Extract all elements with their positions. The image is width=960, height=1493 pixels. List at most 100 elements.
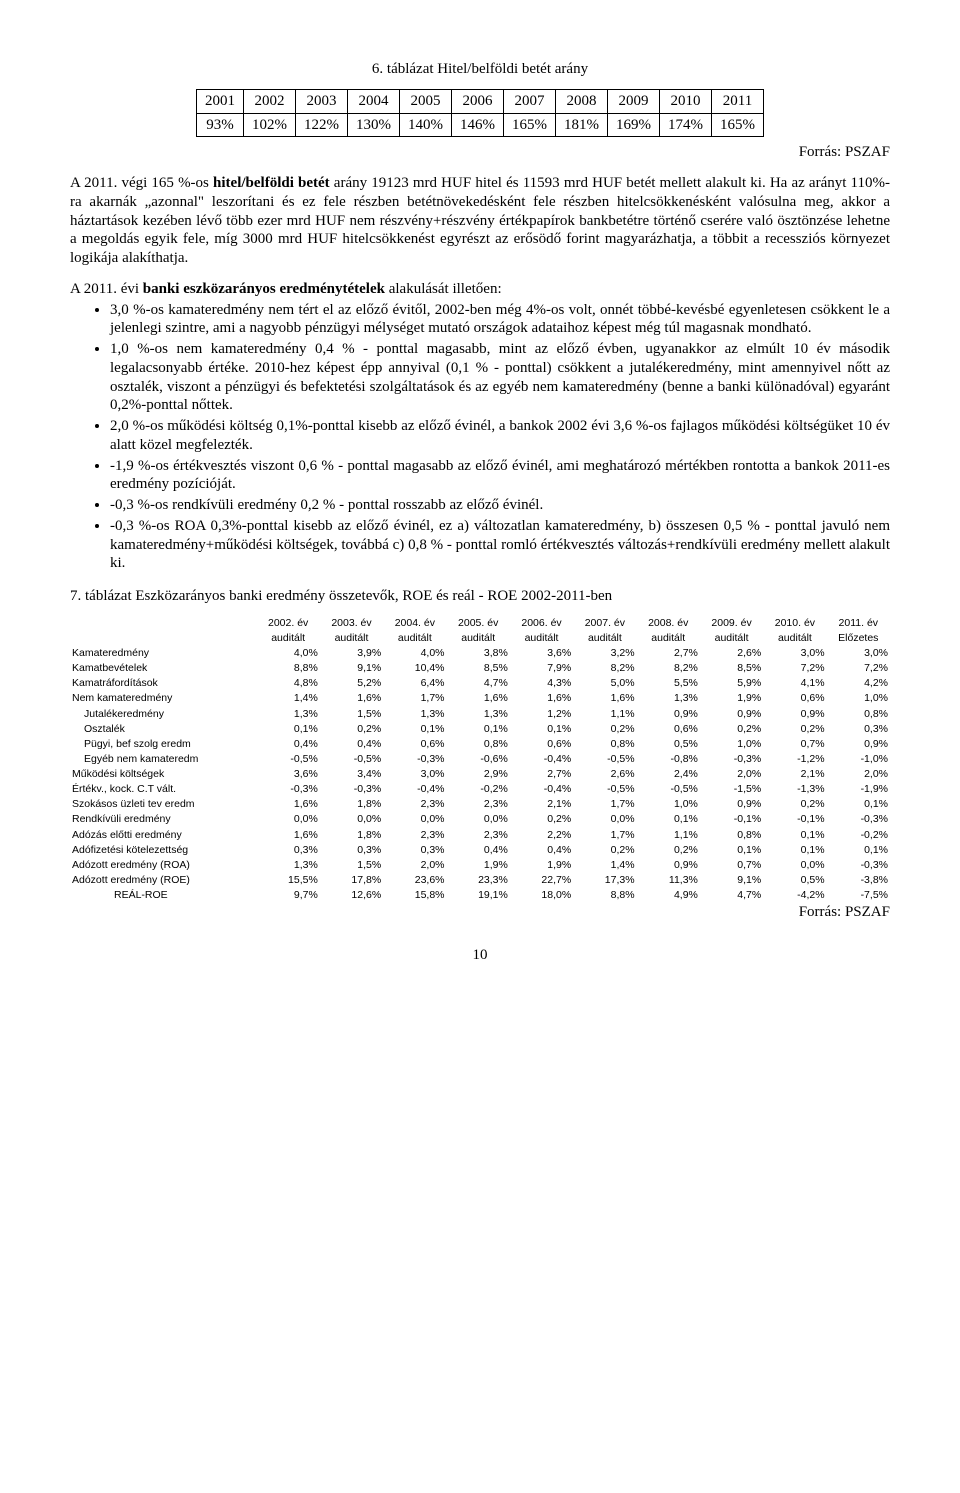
table6-source: Forrás: PSZAF xyxy=(70,143,890,162)
table7-value-cell: 2,3% xyxy=(447,828,510,843)
table6: 2001200220032004200520062007200820092010… xyxy=(196,89,764,138)
table7-value-cell: 0,1% xyxy=(637,812,700,827)
table7-value-cell: -1,2% xyxy=(763,752,826,767)
table7-head-cell: auditált xyxy=(447,631,510,646)
table7-value-cell: 0,3% xyxy=(383,843,446,858)
table7-value-cell: 0,6% xyxy=(763,691,826,706)
table7-value-cell: -0,5% xyxy=(573,752,636,767)
table7-head-cell: auditált xyxy=(383,631,446,646)
table7-value-cell: 0,4% xyxy=(447,843,510,858)
table7-value-cell: 0,4% xyxy=(320,737,383,752)
table7-value-cell: 0,2% xyxy=(320,722,383,737)
table7-row: Adózott eredmény (ROE)15,5%17,8%23,6%23,… xyxy=(70,873,890,888)
table7-value-cell: 1,1% xyxy=(637,828,700,843)
table7-value-cell: 2,7% xyxy=(510,767,573,782)
table7-value-cell: 9,7% xyxy=(256,888,319,903)
table7-value-cell: -0,3% xyxy=(700,752,763,767)
table6-value-cell: 181% xyxy=(556,113,608,137)
table7-value-cell: 0,5% xyxy=(763,873,826,888)
table7-value-cell: -4,2% xyxy=(763,888,826,903)
table7-value-cell: -0,6% xyxy=(447,752,510,767)
table7-value-cell: 4,7% xyxy=(447,676,510,691)
table7-value-cell: -1,0% xyxy=(827,752,890,767)
table7-value-cell: 0,9% xyxy=(637,858,700,873)
table7-value-cell: 15,5% xyxy=(256,873,319,888)
table7-value-cell: 4,8% xyxy=(256,676,319,691)
table7-value-cell: -0,1% xyxy=(763,812,826,827)
table6-value-cell: 130% xyxy=(348,113,400,137)
table7-value-cell: 0,8% xyxy=(447,737,510,752)
table7-head-cell: 2011. év xyxy=(827,616,890,631)
table7-value-cell: 8,8% xyxy=(573,888,636,903)
table7-value-cell: 23,3% xyxy=(447,873,510,888)
table6-year-cell: 2003 xyxy=(296,89,348,113)
table7-row-label: Adózott eredmény (ROE) xyxy=(70,873,256,888)
table7-head-cell xyxy=(70,616,256,631)
table7-value-cell: 1,6% xyxy=(256,797,319,812)
table7-value-cell: 1,9% xyxy=(447,858,510,873)
table7-value-cell: -0,3% xyxy=(320,782,383,797)
table7-value-cell: 1,8% xyxy=(320,828,383,843)
table6-value-cell: 122% xyxy=(296,113,348,137)
table7-value-cell: 0,0% xyxy=(383,812,446,827)
table7-row-label: Adózott eredmény (ROA) xyxy=(70,858,256,873)
table7-value-cell: 1,9% xyxy=(510,858,573,873)
table7-row: Szokásos üzleti tev eredm1,6%1,8%2,3%2,3… xyxy=(70,797,890,812)
table7-value-cell: 0,3% xyxy=(827,722,890,737)
table7-row-label: Pügyi, bef szolg eredm xyxy=(70,737,256,752)
table6-value-cell: 165% xyxy=(712,113,764,137)
table7-value-cell: 1,7% xyxy=(573,797,636,812)
table7-value-cell: 1,3% xyxy=(256,707,319,722)
table7-value-cell: 9,1% xyxy=(700,873,763,888)
table7-value-cell: 0,1% xyxy=(763,828,826,843)
table7-value-cell: 1,5% xyxy=(320,858,383,873)
table7-value-cell: 6,4% xyxy=(383,676,446,691)
table7-value-cell: 18,0% xyxy=(510,888,573,903)
table7-value-cell: 12,6% xyxy=(320,888,383,903)
table7-value-cell: -0,4% xyxy=(383,782,446,797)
table6-value-cell: 140% xyxy=(400,113,452,137)
table7-value-cell: 0,0% xyxy=(573,812,636,827)
table7-value-cell: 10,4% xyxy=(383,661,446,676)
table7-value-cell: 1,6% xyxy=(447,691,510,706)
table6-value-cell: 102% xyxy=(244,113,296,137)
table7-row: Osztalék0,1%0,2%0,1%0,1%0,1%0,2%0,6%0,2%… xyxy=(70,722,890,737)
table7-row-label: Kamatráfordítások xyxy=(70,676,256,691)
table6-value-cell: 146% xyxy=(452,113,504,137)
table7-head-cell: Előzetes xyxy=(827,631,890,646)
table7-head-cell: 2008. év xyxy=(637,616,700,631)
table7-value-cell: -3,8% xyxy=(827,873,890,888)
table7-head-cell xyxy=(70,631,256,646)
table7-value-cell: 2,0% xyxy=(827,767,890,782)
table7-row: Jutalékeredmény1,3%1,5%1,3%1,3%1,2%1,1%0… xyxy=(70,707,890,722)
table7-value-cell: 0,0% xyxy=(763,858,826,873)
table7-value-cell: -0,5% xyxy=(573,782,636,797)
bullet-item: 1,0 %-os nem kamateredmény 0,4 % - pontt… xyxy=(110,340,890,415)
table7-value-cell: 0,1% xyxy=(383,722,446,737)
table7-row: Pügyi, bef szolg eredm0,4%0,4%0,6%0,8%0,… xyxy=(70,737,890,752)
table7-value-cell: 0,2% xyxy=(510,812,573,827)
table7-value-cell: 3,8% xyxy=(447,646,510,661)
table7-value-cell: 0,6% xyxy=(383,737,446,752)
table7-row-label: Jutalékeredmény xyxy=(70,707,256,722)
table7-value-cell: 9,1% xyxy=(320,661,383,676)
table7-row-label: Szokásos üzleti tev eredm xyxy=(70,797,256,812)
bullet-item: -0,3 %-os rendkívüli eredmény 0,2 % - po… xyxy=(110,496,890,515)
table7-value-cell: 8,2% xyxy=(637,661,700,676)
table7-value-cell: 0,1% xyxy=(256,722,319,737)
table6-value-cell: 93% xyxy=(197,113,244,137)
table7-source: Forrás: PSZAF xyxy=(70,903,890,922)
table7-value-cell: 23,6% xyxy=(383,873,446,888)
table7-row-label: Kamatbevételek xyxy=(70,661,256,676)
table6-value-cell: 169% xyxy=(608,113,660,137)
table7-value-cell: -1,9% xyxy=(827,782,890,797)
bullet-item: -1,9 %-os értékvesztés viszont 0,6 % - p… xyxy=(110,457,890,495)
table7-value-cell: 0,3% xyxy=(256,843,319,858)
table7-value-cell: -0,8% xyxy=(637,752,700,767)
table7-value-cell: 0,6% xyxy=(637,722,700,737)
table7-value-cell: 1,6% xyxy=(256,828,319,843)
table7-value-cell: 1,7% xyxy=(573,828,636,843)
para1-bold: hitel/belföldi betét xyxy=(213,175,330,191)
table7-row: REÁL-ROE9,7%12,6%15,8%19,1%18,0%8,8%4,9%… xyxy=(70,888,890,903)
table7-value-cell: 1,2% xyxy=(510,707,573,722)
